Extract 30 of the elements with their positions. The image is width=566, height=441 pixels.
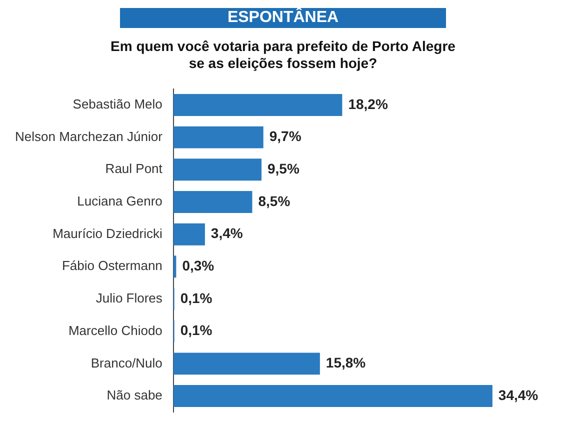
- data-label: 8,5%: [258, 192, 291, 209]
- bar: [173, 94, 342, 116]
- y-tick-label: Nelson Marchezan Júnior: [15, 128, 164, 144]
- y-tick-label: Raul Pont: [105, 161, 163, 176]
- data-label: 3,4%: [210, 225, 244, 242]
- chart-subtitle: Em quem você votaria para prefeito de Porto Alegre se as eleições fossem hoje?: [110, 38, 456, 72]
- data-label: 0,1%: [180, 290, 213, 306]
- data-label: 18,2%: [348, 96, 388, 112]
- data-label: 15,8%: [326, 354, 366, 371]
- y-tick-label: Branco/Nulo: [90, 355, 162, 370]
- data-label: 9,7%: [269, 128, 302, 144]
- bar: [173, 223, 205, 246]
- bar: [173, 352, 320, 375]
- data-label: 0,3%: [182, 258, 215, 274]
- chart-title: ESPONTÂNEA: [120, 8, 446, 28]
- y-tick-label: Marcello Chiodo: [68, 322, 162, 338]
- y-tick-label: Luciana Genro: [77, 194, 162, 209]
- data-label: 9,5%: [268, 160, 300, 177]
- y-tick-label: Maurício Dziedricki: [52, 226, 163, 241]
- bar: [173, 190, 252, 213]
- y-tick-label: Sebastião Melo: [72, 96, 162, 112]
- data-label: 34,4%: [498, 386, 539, 403]
- data-label: 0,1%: [180, 322, 213, 338]
- bar: [173, 256, 176, 278]
- y-tick-label: Fábio Ostermann: [62, 258, 162, 274]
- y-tick-label: Não sabe: [106, 388, 162, 403]
- y-tick-label: Julio Flores: [96, 290, 163, 306]
- bar: [173, 158, 262, 181]
- bar: [173, 126, 264, 148]
- bar: [173, 385, 492, 408]
